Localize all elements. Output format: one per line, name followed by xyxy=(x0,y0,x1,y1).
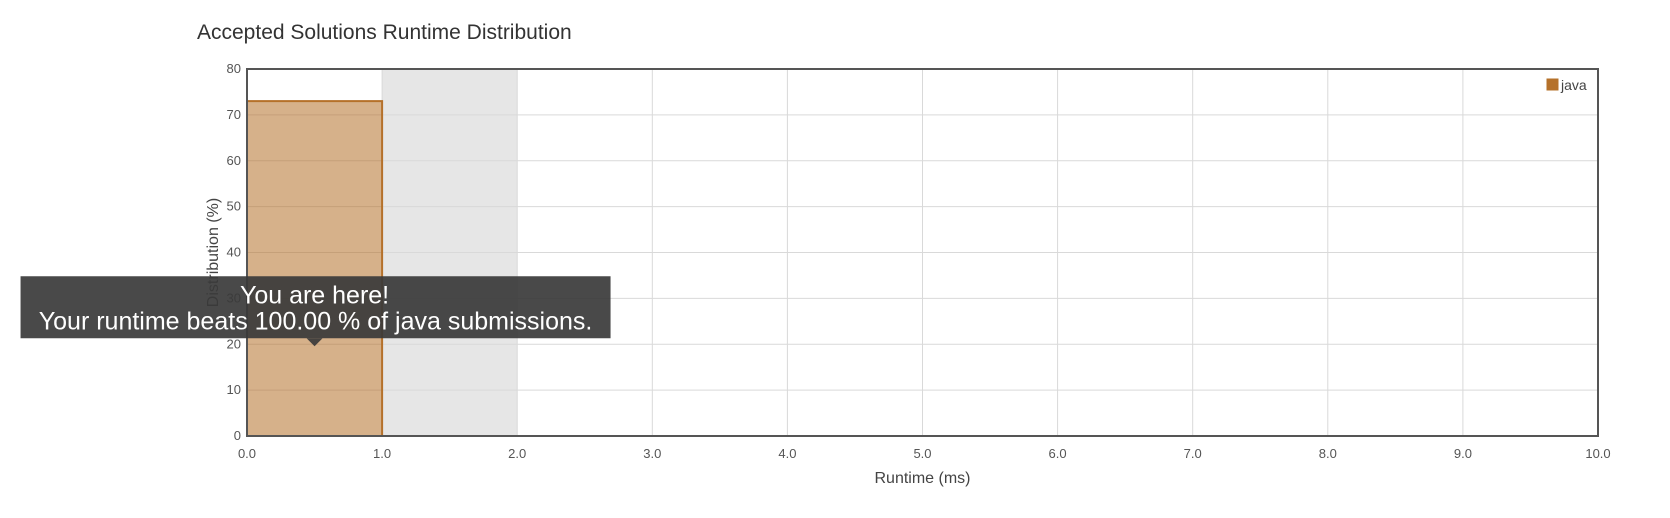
x-tick-label: 3.0 xyxy=(643,446,661,461)
x-tick-label: 9.0 xyxy=(1454,446,1472,461)
legend-swatch-java[interactable] xyxy=(1545,77,1560,92)
y-tick-label: 80 xyxy=(227,61,241,76)
legend[interactable]: java xyxy=(1545,77,1587,93)
y-tick-label: 70 xyxy=(227,107,241,122)
tooltip-arrow xyxy=(306,338,323,347)
y-tick-label: 0 xyxy=(234,428,241,443)
x-tick-labels: 0.0 1.0 2.0 3.0 4.0 5.0 6.0 7.0 8.0 9.0 10.0 xyxy=(238,446,1611,461)
x-tick-label: 1.0 xyxy=(373,446,391,461)
legend-label-java[interactable]: java xyxy=(1560,77,1587,93)
x-tick-label: 2.0 xyxy=(508,446,526,461)
tooltip-line-1: You are here! xyxy=(240,281,389,309)
x-tick-label: 8.0 xyxy=(1319,446,1337,461)
y-tick-label: 20 xyxy=(227,336,241,351)
bars xyxy=(246,100,384,438)
x-tick-label: 7.0 xyxy=(1184,446,1202,461)
y-tick-labels: 01020304050607080 xyxy=(227,61,241,443)
x-tick-label: 4.0 xyxy=(778,446,796,461)
chart-title: Accepted Solutions Runtime Distribution xyxy=(197,21,572,44)
x-axis-label: Runtime (ms) xyxy=(874,470,970,487)
bar-java[interactable] xyxy=(246,100,384,438)
y-tick-label: 40 xyxy=(227,245,241,260)
x-tick-label: 0.0 xyxy=(238,446,256,461)
y-tick-label: 10 xyxy=(227,382,241,397)
x-tick-label: 6.0 xyxy=(1049,446,1067,461)
y-tick-label: 50 xyxy=(227,199,241,214)
tooltip: You are here! Your runtime beats 100.00 … xyxy=(20,276,611,347)
tooltip-line-2: Your runtime beats 100.00 % of java subm… xyxy=(39,307,593,335)
x-tick-label: 5.0 xyxy=(913,446,931,461)
x-tick-label: 10.0 xyxy=(1585,446,1610,461)
tooltip-box xyxy=(20,276,611,339)
y-tick-label: 60 xyxy=(227,153,241,168)
plot-frame xyxy=(246,68,1599,437)
